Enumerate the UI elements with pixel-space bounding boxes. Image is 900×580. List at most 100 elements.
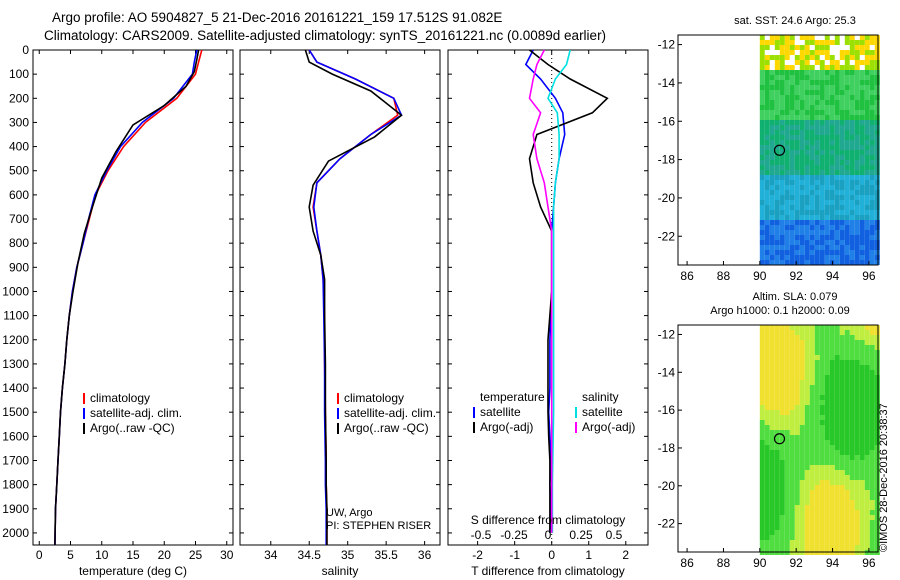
- sla-grid-cell: [854, 355, 860, 360]
- sla-grid-cell: [809, 430, 815, 435]
- sla-grid-cell: [769, 380, 775, 385]
- sst-grid-cell: [799, 75, 805, 80]
- sla-grid-cell: [829, 490, 835, 495]
- sst-grid-cell: [759, 80, 765, 85]
- sla-grid-cell: [839, 430, 845, 435]
- legend-label: Argo(..raw -QC): [90, 421, 175, 435]
- s-tick-label: -0.5: [471, 528, 492, 542]
- sla-grid-cell: [839, 340, 845, 345]
- sla-grid-cell: [819, 480, 825, 485]
- sla-grid-cell: [789, 520, 795, 525]
- sst-grid-cell: [824, 135, 830, 140]
- sst-grid-cell: [809, 180, 815, 185]
- sla-grid-cell: [874, 400, 880, 405]
- sst-grid-cell: [784, 120, 790, 125]
- sla-grid-cell: [839, 415, 845, 420]
- sst-grid-cell: [874, 55, 880, 60]
- sla-grid-cell: [789, 415, 795, 420]
- sla-grid-cell: [774, 420, 780, 425]
- sla-grid-cell: [774, 400, 780, 405]
- sst-grid-cell: [799, 200, 805, 205]
- sla-grid-cell: [764, 460, 770, 465]
- x-tick-label: 1: [585, 548, 592, 562]
- sla-grid-cell: [849, 430, 855, 435]
- sst-grid-cell: [874, 205, 880, 210]
- sla-grid-cell: [859, 470, 865, 475]
- sst-grid-cell: [774, 70, 780, 75]
- lon-tick-label: 90: [753, 556, 767, 570]
- sla-grid-cell: [869, 390, 875, 395]
- sla-grid-cell: [759, 525, 765, 530]
- sla-grid-cell: [764, 525, 770, 530]
- sla-grid-cell: [849, 330, 855, 335]
- sst-grid-cell: [874, 185, 880, 190]
- sla-grid-cell: [824, 470, 830, 475]
- sst-grid-cell: [829, 80, 835, 85]
- sla-grid-cell: [774, 410, 780, 415]
- sla-grid-cell: [834, 520, 840, 525]
- sst-grid-cell: [824, 220, 830, 225]
- sla-grid-cell: [799, 365, 805, 370]
- sla-grid-cell: [764, 355, 770, 360]
- sla-grid-cell: [784, 420, 790, 425]
- lon-tick-label: 94: [826, 556, 840, 570]
- sla-grid-cell: [809, 345, 815, 350]
- sst-grid-cell: [794, 90, 800, 95]
- lon-tick-label: 86: [680, 556, 694, 570]
- sla-grid-cell: [829, 400, 835, 405]
- sla-grid-cell: [789, 475, 795, 480]
- sla-grid-cell: [784, 455, 790, 460]
- sla-grid-cell: [779, 405, 785, 410]
- sla-grid-cell: [779, 545, 785, 550]
- sla-grid-cell: [804, 485, 810, 490]
- sla-grid-cell: [864, 465, 870, 470]
- sst-grid-cell: [804, 100, 810, 105]
- sst-grid-cell: [759, 190, 765, 195]
- sst-grid-cell: [804, 240, 810, 245]
- sst-grid-cell: [839, 135, 845, 140]
- panel-frame: [447, 49, 649, 546]
- sla-grid-cell: [864, 520, 870, 525]
- sst-grid-cell: [829, 175, 835, 180]
- sst-grid-cell: [779, 210, 785, 215]
- sla-grid-cell: [869, 435, 875, 440]
- difference-series-line: [547, 49, 571, 533]
- sst-grid-cell: [759, 50, 765, 55]
- sla-grid-cell: [794, 475, 800, 480]
- sla-grid-cell: [774, 445, 780, 450]
- sla-grid-cell: [779, 510, 785, 515]
- sla-grid-cell: [839, 495, 845, 500]
- sst-grid-cell: [854, 260, 860, 265]
- s-tick-label: 0.25: [569, 528, 593, 542]
- sst-grid-cell: [769, 200, 775, 205]
- sst-grid-cell: [849, 195, 855, 200]
- sst-grid-cell: [864, 150, 870, 155]
- sla-grid-cell: [799, 330, 805, 335]
- sst-grid-cell: [869, 60, 875, 65]
- lon-tick-label: 94: [826, 269, 840, 283]
- sst-grid-cell: [834, 210, 840, 215]
- sst-grid-cell: [829, 60, 835, 65]
- sla-grid-cell: [839, 445, 845, 450]
- sla-grid-cell: [844, 430, 850, 435]
- sla-grid-cell: [779, 365, 785, 370]
- sst-grid-cell: [839, 115, 845, 120]
- sst-grid-cell: [849, 45, 855, 50]
- sla-grid-cell: [759, 420, 765, 425]
- sst-grid-cell: [794, 195, 800, 200]
- sst-grid-cell: [874, 120, 880, 125]
- sst-grid-cell: [784, 210, 790, 215]
- sst-grid-cell: [789, 205, 795, 210]
- sla-grid-cell: [874, 470, 880, 475]
- sst-grid-cell: [854, 90, 860, 95]
- sla-grid-cell: [789, 335, 795, 340]
- sst-grid-cell: [759, 120, 765, 125]
- sst-grid-cell: [819, 45, 825, 50]
- sla-grid-cell: [854, 375, 860, 380]
- sst-grid-cell: [809, 115, 815, 120]
- sla-grid-cell: [784, 410, 790, 415]
- sst-grid-cell: [869, 230, 875, 235]
- sst-grid-cell: [869, 140, 875, 145]
- sla-grid-cell: [774, 450, 780, 455]
- sst-grid-cell: [854, 60, 860, 65]
